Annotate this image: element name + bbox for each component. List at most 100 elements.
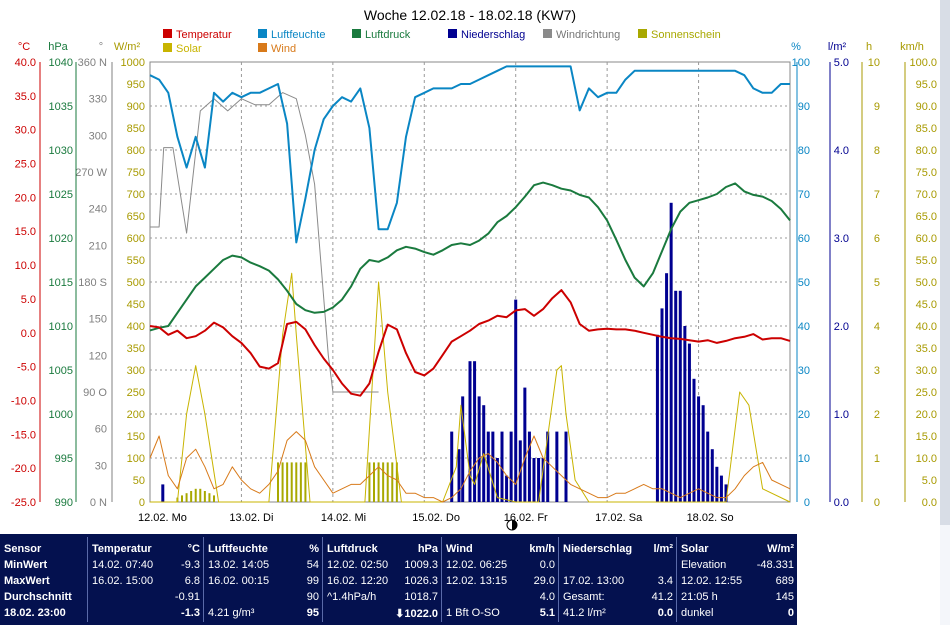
stats-row-label: Durchschnitt	[4, 591, 72, 603]
sunshine-bar	[286, 462, 289, 502]
stats-row-label: MaxWert	[4, 575, 50, 587]
stats-value: -9.3	[181, 559, 200, 571]
axis-tick-label: 50	[798, 277, 810, 289]
axis-unit: km/h	[900, 41, 924, 53]
stats-col-temperatur: Temperatur °C 14.02. 07:40 -9.3 16.02. 15:00…	[87, 537, 204, 622]
stats-value: 1026.3	[404, 575, 438, 587]
sunshine-bar	[304, 462, 307, 502]
stats-row-label: MinWert	[4, 559, 48, 571]
stats-value: 90	[306, 591, 319, 603]
axis-tick-label: 1035	[49, 101, 73, 113]
axis-tick-label: 450	[127, 299, 145, 311]
axis-tick-label: 150	[127, 431, 145, 443]
axis-tick-label: 500	[127, 277, 145, 289]
sunshine-bar	[185, 493, 188, 502]
series-line-temperatur	[149, 289, 791, 397]
niederschlag-header: Niederschlag	[563, 543, 633, 555]
sunshine-bar	[281, 462, 284, 502]
stats-date: 14.02. 07:40	[92, 559, 154, 571]
axis-tick-label: 20.0	[15, 192, 36, 204]
wind-header: Wind	[446, 543, 473, 555]
axis-tick-label: 15.0	[15, 226, 36, 238]
axis-tick-label: 270 W	[75, 167, 107, 179]
axis-tick-label: 25.0	[15, 159, 36, 171]
axis-tick-label: 25.0	[916, 387, 937, 399]
axis-tick-label: 40.0	[15, 57, 36, 69]
axis-tick-label: 5	[874, 277, 880, 289]
rain-bar	[555, 431, 559, 502]
axis-tick-label: 50	[133, 475, 145, 487]
rain-bar	[514, 299, 518, 502]
axis-unit: °C	[18, 41, 30, 53]
axis-tick-label: 20	[798, 409, 810, 421]
sun-marker-icon	[506, 519, 518, 531]
stats-col-niederschlag: Niederschlag l/m² 17.02. 13:00 3.4 Gesamt: 41…	[558, 537, 677, 622]
axis-tick-label: 0	[804, 497, 810, 509]
series-layer	[149, 65, 791, 503]
stats-value: 0	[787, 607, 794, 619]
axis-tick-label: 8	[874, 145, 880, 157]
axis-tick-label: 0.0	[834, 497, 849, 509]
series-line-luftfeuchte	[149, 65, 790, 244]
legend-swatch	[258, 43, 267, 52]
stats-value: 95	[306, 607, 319, 619]
rain-bar	[724, 484, 728, 502]
axis-tick-label: 1000	[49, 409, 73, 421]
axis-tick-label: 1.0	[834, 409, 849, 421]
stats-date: 13.02. 14:05	[208, 559, 270, 571]
axis-tick-label: 700	[127, 189, 145, 201]
sunshine-bar	[203, 491, 206, 502]
stats-value: 3.4	[657, 575, 673, 587]
rain-bar	[473, 361, 477, 502]
axis-tick-label: 200	[127, 409, 145, 421]
day-label: 15.02. Do	[412, 512, 460, 524]
axis-tick-label: 1025	[49, 189, 73, 201]
window-edge	[940, 0, 950, 625]
axis-tick-label: 100	[792, 57, 810, 69]
stats-date: 16.02. 00:15	[208, 575, 270, 587]
axis-tick-label: 150	[89, 314, 107, 326]
sunshine-bar	[391, 462, 394, 502]
axis-tick-label: 3	[874, 365, 880, 377]
axis-tick-label: 360 N	[78, 57, 107, 69]
axis-tick-label: 240	[89, 204, 107, 216]
axis-tick-label: 10	[868, 57, 880, 69]
luftfeuchte-header: Luftfeuchte	[208, 543, 268, 555]
weather-chart: Woche 12.02.18 - 18.02.18 (KW7) Temperat…	[10, 7, 937, 531]
axis-unit: hPa	[48, 41, 68, 53]
axis-tick-label: 70.0	[916, 189, 937, 201]
axis-tick-label: 10.0	[15, 260, 36, 272]
rain-bar	[509, 431, 513, 502]
rain-bar	[706, 431, 710, 502]
stats-value: 41.2	[651, 591, 673, 603]
legend-swatch	[163, 29, 172, 38]
niederschlag-unit: l/m²	[653, 543, 673, 555]
sunshine-bar	[194, 488, 197, 502]
right-axes: 10090807060504030201005.04.03.02.01.00.0…	[792, 57, 937, 509]
legend-label: Wind	[271, 43, 296, 55]
sunshine-bar	[199, 488, 202, 502]
axis-unit: W/m²	[114, 41, 141, 53]
rain-bar	[461, 396, 465, 502]
stats-date: Elevation	[681, 559, 727, 571]
luftfeuchte-unit: %	[309, 543, 319, 555]
series-line-luftdruck	[149, 181, 791, 332]
axis-tick-label: 1000	[121, 57, 145, 69]
axis-tick-label: -5.0	[17, 362, 36, 374]
rain-bar	[468, 361, 472, 502]
window-edge-lower	[940, 525, 950, 625]
stats-date: 12.02. 06:25	[446, 559, 508, 571]
axis-tick-label: 60.0	[916, 233, 937, 245]
axis-tick-label: 300	[127, 365, 145, 377]
axis-tick-label: 1010	[49, 321, 73, 333]
axis-tick-label: 60	[95, 424, 107, 436]
axis-tick-label: 55.0	[916, 255, 937, 267]
legend-swatch	[352, 29, 361, 38]
axis-tick-label: 4.0	[834, 145, 849, 157]
rain-bar	[655, 334, 659, 502]
axis-tick-label: 800	[127, 145, 145, 157]
rain-bar	[500, 431, 504, 502]
day-labels: 12.02. Mo 13.02. Di 14.02. Mi 15.02. Do 16.0…	[138, 512, 734, 524]
stats-col-luftfeuchte: Luftfeuchte% 13.02. 14:05 54 16.02. 00:15 99…	[203, 537, 323, 622]
sensor-header: Sensor	[4, 543, 42, 555]
